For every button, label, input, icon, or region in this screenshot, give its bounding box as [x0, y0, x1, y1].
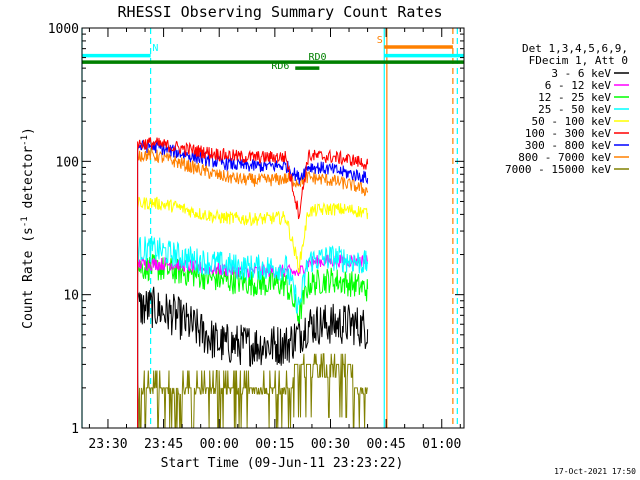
legend-entry-label-8: 7000 - 15000 keV [505, 163, 611, 176]
y-axis-label-mid: detector [21, 146, 36, 217]
y-tick-label: 1 [71, 422, 79, 437]
legend-entry-label-4: 50 - 100 keV [532, 115, 612, 128]
x-tick-label: 00:45 [367, 437, 406, 452]
rd6-label: RD6 [271, 61, 289, 72]
chart-title: RHESSI Observing Summary Count Rates [117, 3, 442, 21]
x-tick-label: 23:30 [88, 437, 127, 452]
x-tick-label: 01:00 [422, 437, 461, 452]
axes: 23:30 23:45 00:00 00:15 00:30 00:45 01:00 1 10 10… [48, 22, 464, 452]
legend-entry-label-5: 100 - 300 keV [525, 127, 611, 140]
series-line-5 [137, 137, 369, 428]
plot-frame [81, 27, 465, 429]
footer-date: 17-Oct-2021 17:50 [554, 467, 636, 476]
series-line-3 [137, 235, 369, 428]
y-tick-label: 10 [63, 289, 79, 304]
series-line-0 [137, 286, 369, 428]
legend-entry-label-7: 800 - 7000 keV [518, 151, 611, 164]
legend-header-line-1: Det 1,3,4,5,6,9, [522, 42, 628, 55]
x-tick-label: 23:45 [144, 437, 183, 452]
status-bars [81, 28, 464, 428]
y-axis-label-end: ) [21, 127, 36, 135]
rd0-label: RD0 [308, 52, 326, 63]
night-label: N [152, 43, 158, 54]
legend-entry-label-1: 6 - 12 keV [545, 79, 612, 92]
x-tick-label: 00:30 [311, 437, 350, 452]
legend-entry-label-0: 3 - 6 keV [551, 67, 611, 80]
x-tick-label: 00:00 [200, 437, 239, 452]
legend-header-line-2: FDecim 1, Att 0 [529, 54, 628, 67]
legend: Det 1,3,4,5,6,9, FDecim 1, Att 0 3 - 6 k… [505, 42, 629, 176]
legend-entry-label-3: 25 - 50 keV [538, 103, 611, 116]
y-tick-label: 1000 [48, 22, 79, 37]
y-tick-label: 100 [56, 155, 79, 170]
series-line-7 [137, 148, 369, 428]
series-line-4 [137, 196, 369, 428]
x-axis-label: Start Time (09-Jun-11 23:23:22) [161, 456, 404, 471]
y-axis-label: Count Rate (s-1 detector-1) [20, 127, 36, 329]
y-axis-label-sup2: -1 [20, 135, 30, 146]
y-axis-label-main: Count Rate (s [21, 227, 36, 329]
x-tick-label: 00:15 [255, 437, 294, 452]
legend-entry-label-6: 300 - 800 keV [525, 139, 611, 152]
legend-entry-label-2: 12 - 25 keV [538, 91, 611, 104]
annotation-labels: N S RD0 RD6 [152, 35, 382, 72]
y-axis-label-sup1: -1 [20, 216, 30, 227]
saa-label: S [377, 35, 383, 46]
series-line-2 [137, 254, 369, 428]
